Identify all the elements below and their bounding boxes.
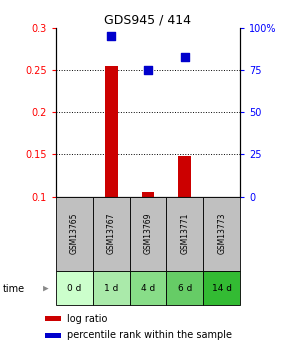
Bar xyxy=(130,271,166,305)
Bar xyxy=(203,271,240,305)
Bar xyxy=(166,197,203,271)
Text: 14 d: 14 d xyxy=(212,284,232,293)
Text: GSM13765: GSM13765 xyxy=(70,213,79,255)
Text: 1 d: 1 d xyxy=(104,284,118,293)
Bar xyxy=(56,271,93,305)
Bar xyxy=(166,271,203,305)
Text: time: time xyxy=(3,284,25,294)
Text: GSM13767: GSM13767 xyxy=(107,213,115,255)
Point xyxy=(109,33,113,39)
Title: GDS945 / 414: GDS945 / 414 xyxy=(105,13,191,27)
Bar xyxy=(178,156,191,197)
Bar xyxy=(142,193,154,197)
Text: GSM13769: GSM13769 xyxy=(144,213,152,255)
Bar xyxy=(142,193,154,197)
Text: percentile rank within the sample: percentile rank within the sample xyxy=(67,331,232,341)
Bar xyxy=(93,271,130,305)
Text: 4 d: 4 d xyxy=(141,284,155,293)
Bar xyxy=(45,316,61,321)
Point xyxy=(146,67,150,73)
Text: log ratio: log ratio xyxy=(67,314,107,324)
Text: GSM13771: GSM13771 xyxy=(180,213,189,254)
Text: 0 d: 0 d xyxy=(67,284,81,293)
Text: 6 d: 6 d xyxy=(178,284,192,293)
Bar xyxy=(105,66,117,197)
Bar xyxy=(130,197,166,271)
Bar xyxy=(45,333,61,338)
Bar xyxy=(56,197,93,271)
Bar xyxy=(93,197,130,271)
Bar xyxy=(203,197,240,271)
Text: GSM13773: GSM13773 xyxy=(217,213,226,255)
Point xyxy=(183,55,187,60)
